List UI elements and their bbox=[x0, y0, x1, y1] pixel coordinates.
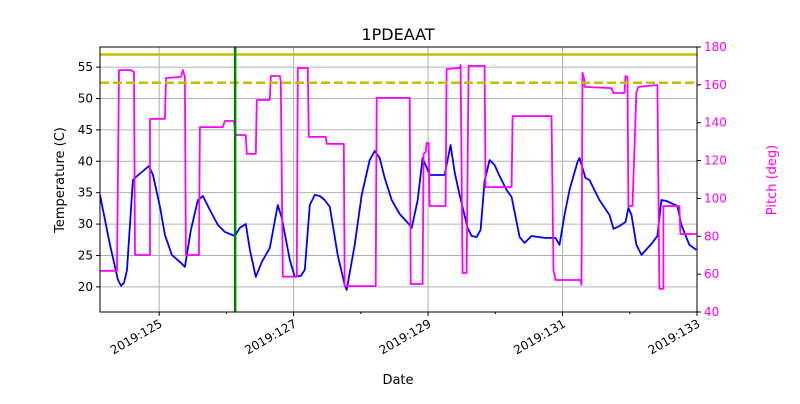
y2-tick-label: 180 bbox=[704, 40, 727, 54]
y-tick-label: 30 bbox=[78, 217, 93, 231]
y-tick-label: 40 bbox=[78, 154, 93, 168]
y-tick-label: 20 bbox=[78, 280, 93, 294]
y-tick-label: 25 bbox=[78, 248, 93, 262]
y-tick-label: 50 bbox=[78, 91, 93, 105]
y2-axis-label: Pitch (deg) bbox=[765, 145, 780, 215]
plot-frame bbox=[99, 46, 698, 313]
chart-title: 1PDEAAT bbox=[361, 25, 434, 44]
y-tick-label: 55 bbox=[78, 60, 93, 74]
y2-tick-label: 160 bbox=[704, 78, 727, 92]
y2-tick-label: 120 bbox=[704, 154, 727, 168]
y2-tick-label: 60 bbox=[704, 267, 719, 281]
y2-tick-label: 40 bbox=[704, 305, 719, 319]
plot-marks bbox=[99, 47, 697, 312]
pitch-series-line bbox=[100, 64, 697, 290]
y-tick-label: 45 bbox=[78, 123, 93, 137]
y2-tick-label: 80 bbox=[704, 229, 719, 243]
x-axis-label: Date bbox=[382, 373, 413, 388]
y-tick-label: 35 bbox=[78, 186, 93, 200]
y-axis-label: Temperature (C) bbox=[53, 127, 68, 234]
y2-tick-label: 100 bbox=[704, 191, 727, 205]
y2-tick-label: 140 bbox=[704, 116, 727, 130]
